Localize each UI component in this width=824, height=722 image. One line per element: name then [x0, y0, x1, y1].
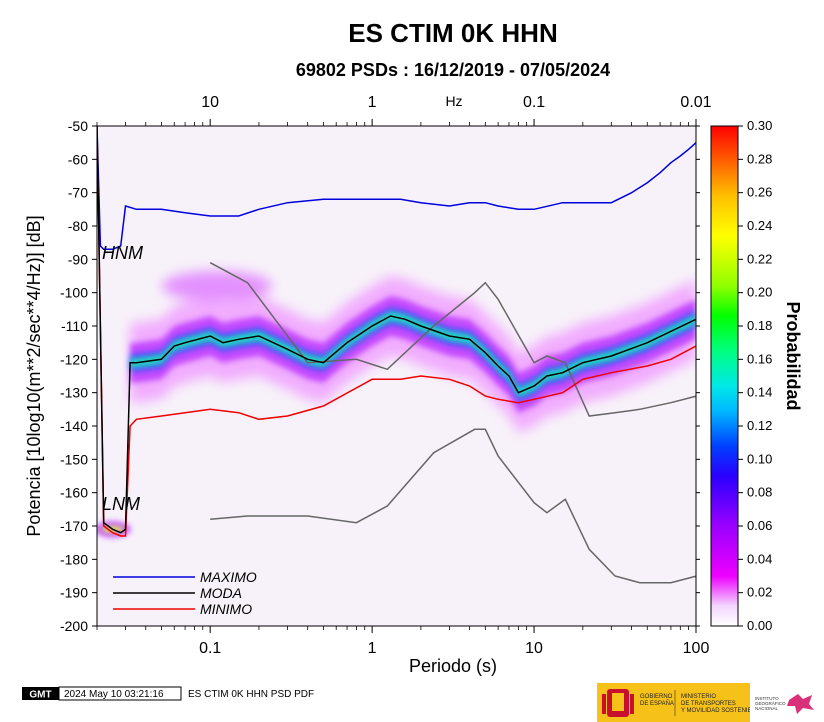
ign-line-1: INSTITUTO [755, 696, 779, 701]
ign-line-3: NACIONAL [755, 706, 779, 711]
x-axis: 0.1 1 10 100 [96, 122, 710, 657]
lnm-curve [210, 428, 696, 584]
top-tick-label: 0.01 [680, 94, 711, 111]
legend: MAXIMO MODA MINIMO [113, 569, 257, 617]
colorbar-tick-label: 0.04 [747, 551, 772, 566]
legend-moda-label: MODA [200, 585, 242, 601]
y-tick-label: -80 [68, 218, 88, 234]
legend-maximo-label: MAXIMO [200, 569, 257, 585]
x-tick-label: 100 [683, 640, 710, 657]
colorbar-tick-label: 0.30 [747, 118, 772, 133]
chart-title: ES CTIM 0K HHN [348, 18, 557, 48]
y-tick-label: -150 [60, 451, 88, 467]
legend-minimo-label: MINIMO [200, 601, 252, 617]
top-tick-label: 1 [368, 94, 377, 111]
colorbar-ticks: 0.00 0.02 0.04 0.06 0.08 0.10 0.12 0.14 0.16 0.18… [738, 118, 772, 633]
colorbar-tick-label: 0.24 [747, 218, 772, 233]
hnm-label: HNM [102, 243, 143, 263]
chart-subtitle: 69802 PSDs : 16/12/2019 - 07/05/2024 [296, 60, 610, 80]
x-tick-label: 10 [525, 640, 543, 657]
y-tick-label: -50 [68, 118, 88, 134]
x-axis-label: Periodo (s) [409, 656, 497, 676]
top-frequency-axis: 10 1 0.1 0.01 [201, 94, 712, 126]
gmt-logo [22, 687, 59, 700]
colorbar-tick-label: 0.22 [747, 251, 772, 266]
y-tick-label: -180 [60, 551, 88, 567]
colorbar-tick-label: 0.06 [747, 518, 772, 533]
density-band-cyan [130, 311, 696, 398]
ministry-line-2: DE TRANSPORTES [681, 701, 736, 707]
gmt-logo-text: GMT [29, 690, 51, 701]
minimo-curve [97, 126, 696, 537]
moda-curve [97, 126, 696, 534]
y-tick-label: -70 [68, 185, 88, 201]
colorbar-tick-label: 0.26 [747, 185, 772, 200]
y-tick-label: -60 [68, 151, 88, 167]
colorbar-tick-label: 0.20 [747, 285, 772, 300]
top-axis-unit: Hz [445, 93, 462, 109]
spain-coat-of-arms-icon [602, 689, 634, 717]
colorbar [710, 125, 739, 627]
y-tick-label: -140 [60, 418, 88, 434]
ministry-line-3: Y MOVILIDAD SOSTENIBLE [681, 708, 759, 714]
maximo-curve [97, 126, 696, 251]
colorbar-tick-label: 0.08 [747, 485, 772, 500]
timestamp-box [58, 686, 182, 701]
colorbar-tick-label: 0.16 [747, 351, 772, 366]
timestamp: 2024 May 10 03:21:16 [64, 689, 164, 700]
colorbar-tick-label: 0.14 [747, 385, 772, 400]
y-tick-label: -160 [60, 485, 88, 501]
ministry-line-1: MINISTERIO [681, 694, 716, 700]
colorbar-tick-label: 0.18 [747, 318, 772, 333]
top-tick-label: 0.1 [523, 94, 545, 111]
density-upper-lobe [161, 271, 272, 301]
y-tick-label: -200 [60, 618, 88, 634]
footer-caption: ES CTIM 0K HHN PSD PDF [188, 689, 314, 700]
top-tick-label: 10 [201, 94, 219, 111]
lnm-label: LNM [102, 494, 140, 514]
colorbar-label: Probabilidad [783, 301, 803, 410]
colorbar-tick-label: 0.02 [747, 585, 772, 600]
ign-logo-icon [787, 694, 814, 714]
y-tick-label: -170 [60, 518, 88, 534]
gobierno-line-2: DE ESPAÑA [640, 700, 674, 707]
ign-line-2: GEOGRÁFICO [755, 700, 786, 706]
y-axis: -50 -60 -70 -80 -90 -100 -110 -120 -130 -140 -150 -… [60, 118, 700, 634]
colorbar-tick-label: 0.28 [747, 151, 772, 166]
y-tick-label: -100 [60, 285, 88, 301]
colorbar-tick-label: 0.10 [747, 451, 772, 466]
y-tick-label: -120 [60, 351, 88, 367]
y-tick-label: -90 [68, 251, 88, 267]
y-tick-label: -190 [60, 585, 88, 601]
hnm-curve [209, 262, 696, 417]
gobierno-line-1: GOBIERNO [640, 694, 673, 700]
x-tick-label: 0.1 [199, 640, 221, 657]
colorbar-tick-label: 0.12 [747, 418, 772, 433]
plot-frame [96, 125, 697, 627]
colorbar-tick-label: 0.00 [747, 618, 772, 633]
footer: GMT 2024 May 10 03:21:16 ES CTIM 0K HHN … [22, 683, 824, 722]
x-tick-label: 1 [368, 640, 377, 657]
ign-banner [750, 683, 824, 722]
y-tick-label: -130 [60, 385, 88, 401]
y-tick-label: -110 [61, 318, 88, 334]
y-axis-label: Potencia [10log10(m**2/sec**4/Hz)] [dB] [24, 215, 44, 536]
